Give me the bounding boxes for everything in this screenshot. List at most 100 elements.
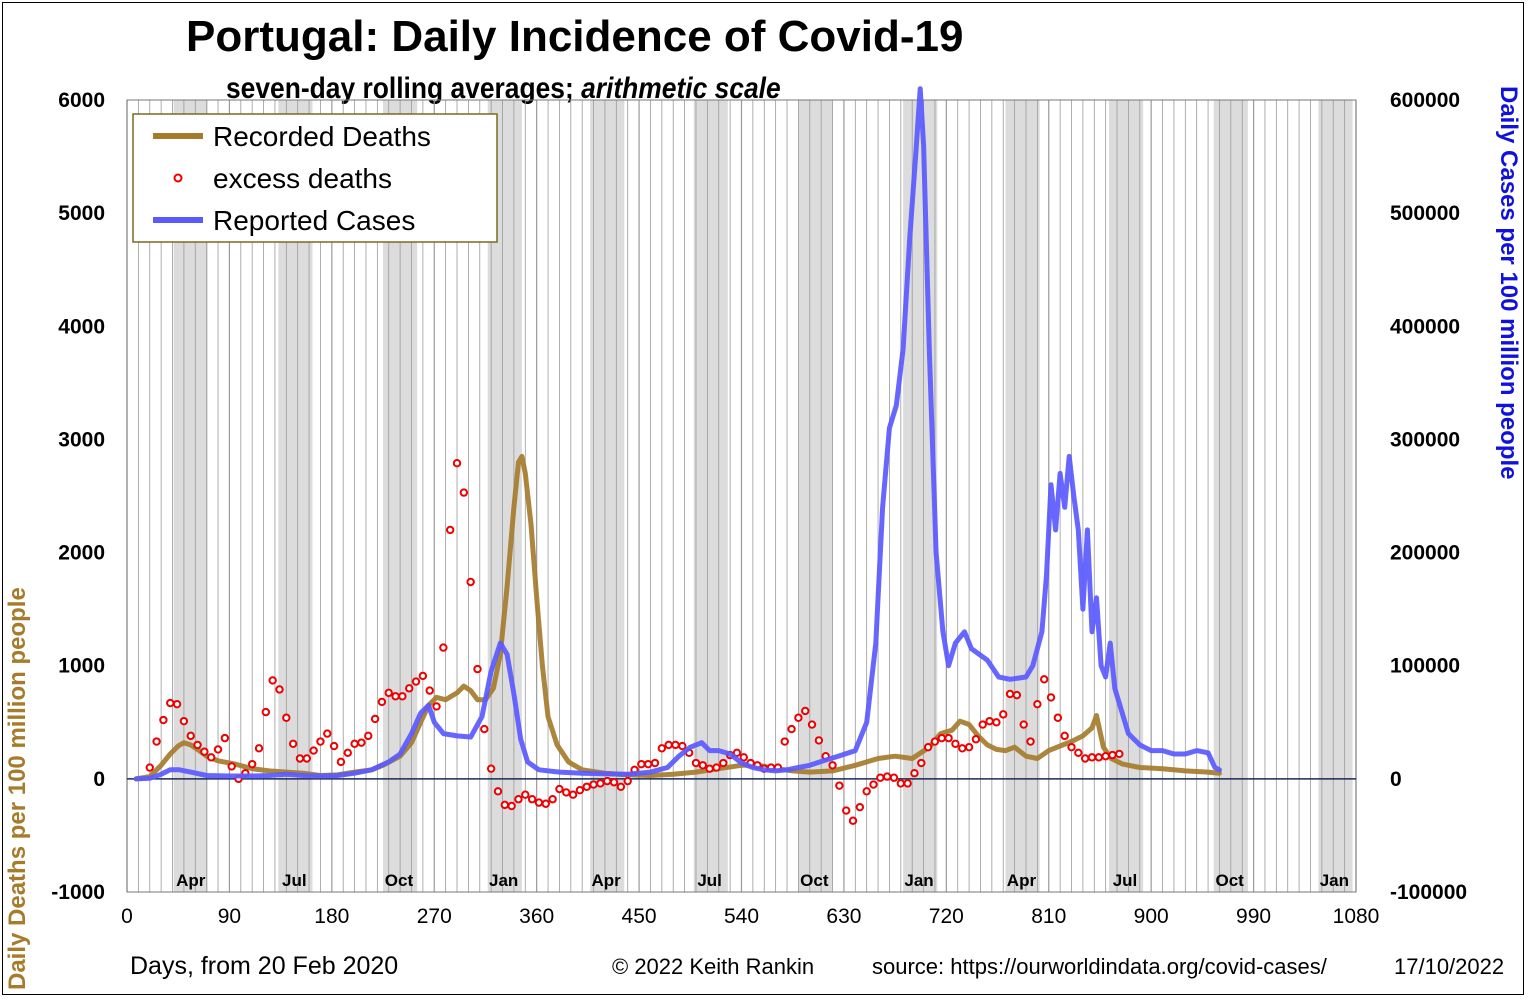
excess-death-point [1046,693,1056,702]
excess-death-point [999,710,1008,719]
excess-death-point [794,713,803,722]
excess-death-point [1101,752,1110,761]
excess-death-point [732,748,742,758]
month-label: Apr [176,871,206,890]
excess-death-point [398,692,407,701]
excess-death-point [985,716,994,726]
excess-death-point [425,686,434,695]
excess-death-point [882,772,892,781]
axes: -1000 0 1000 2000 3000 4000 5000 6000 -100000 0 10… [51,89,1467,928]
month-label: Oct [800,871,829,890]
x-tick-label: 810 [1031,905,1066,928]
month-label: Jan [904,871,933,890]
excess-death-point [227,762,236,771]
excess-death-point [971,735,981,744]
excess-death-point [992,718,1001,727]
excess-death-point [268,676,277,685]
excess-death-point [917,758,926,768]
y-left-tick-label: 4000 [58,315,105,338]
excess-death-point [848,816,858,825]
y-right-tick-label: 500000 [1390,202,1460,225]
excess-death-point [944,733,953,743]
excess-death-point [869,780,878,789]
excess-death-point [364,731,373,741]
excess-death-point [1087,753,1097,762]
y-right-tick-label: 100000 [1390,655,1460,678]
excess-death-point [357,738,366,747]
y-right-tick-label: 300000 [1390,428,1460,451]
excess-death-point [1019,720,1028,729]
y-left-tick-label: 1000 [58,655,105,678]
excess-death-point [391,692,400,701]
excess-death-point [452,458,462,468]
legend-label: Reported Cases [213,205,415,236]
excess-death-point [282,713,291,722]
x-tick-label: 630 [826,905,861,928]
excess-death-point [930,737,940,746]
excess-death-point [841,806,851,815]
x-tick-label: 900 [1134,905,1169,928]
excess-death-point [548,795,557,804]
month-label: Jul [282,871,307,890]
excess-death-point [220,733,230,743]
excess-death-point [418,671,428,681]
x-tick-label: 1080 [1333,905,1380,928]
excess-death-point [712,763,721,772]
excess-death-point [207,753,216,762]
excess-death-point [275,685,284,694]
x-tick-label: 360 [519,905,554,928]
excess-death-point [145,763,154,772]
legend-marker [173,173,183,183]
legend-label: excess deaths [213,163,392,194]
excess-death-point [828,761,837,770]
excess-death-point [589,780,598,789]
source-text: source: https://ourworldindata.org/covid… [872,954,1327,979]
excess-death-point [923,742,933,752]
excess-death-point [637,759,646,769]
month-label: Jul [1113,871,1138,890]
month-label: Jan [489,871,518,890]
excess-death-point [480,724,489,734]
excess-death-point [1005,689,1015,699]
excess-death-point [186,731,195,741]
month-label: Apr [1007,871,1037,890]
x-tick-label: 180 [314,905,349,928]
excess-death-point [254,744,264,753]
y-left-tick-label: 3000 [58,428,105,451]
excess-death-point [671,740,680,750]
excess-death-point [193,740,202,750]
excess-death-point [172,699,182,709]
excess-death-point [1060,731,1069,741]
excess-death-point [623,776,632,786]
excess-death-point [445,525,455,535]
excess-death-point [964,742,974,752]
legend: Recorded Deaths excess deaths Reported Cas… [132,113,498,243]
y-left-tick-label: -1000 [51,881,105,904]
excess-death-point [159,715,168,725]
excess-death-point [329,741,339,751]
excess-death-point [486,764,496,773]
excess-death-point [247,759,257,769]
excess-death-point [650,758,660,768]
credit-text: © 2022 Keith Rankin [612,954,815,979]
x-tick-label: 270 [417,905,452,928]
excess-death-point [1115,749,1124,759]
excess-death-point [616,782,626,791]
month-label: Jan [1320,871,1349,890]
x-tick-label: 540 [724,905,759,928]
excess-death-point [527,795,537,804]
excess-death-point [500,800,510,810]
x-axis-label: Days, from 20 Feb 2020 [130,952,399,980]
excess-death-point [288,739,298,748]
excess-death-point [958,744,967,753]
excess-death-point [261,707,271,717]
cases-line [133,86,1222,782]
excess-death-point [1067,742,1076,752]
excess-death-point [541,799,550,808]
y-left-tick-label: 5000 [58,202,105,225]
month-label: Oct [385,871,414,890]
x-tick-label: 450 [622,905,657,928]
excess-death-point [1080,754,1090,763]
